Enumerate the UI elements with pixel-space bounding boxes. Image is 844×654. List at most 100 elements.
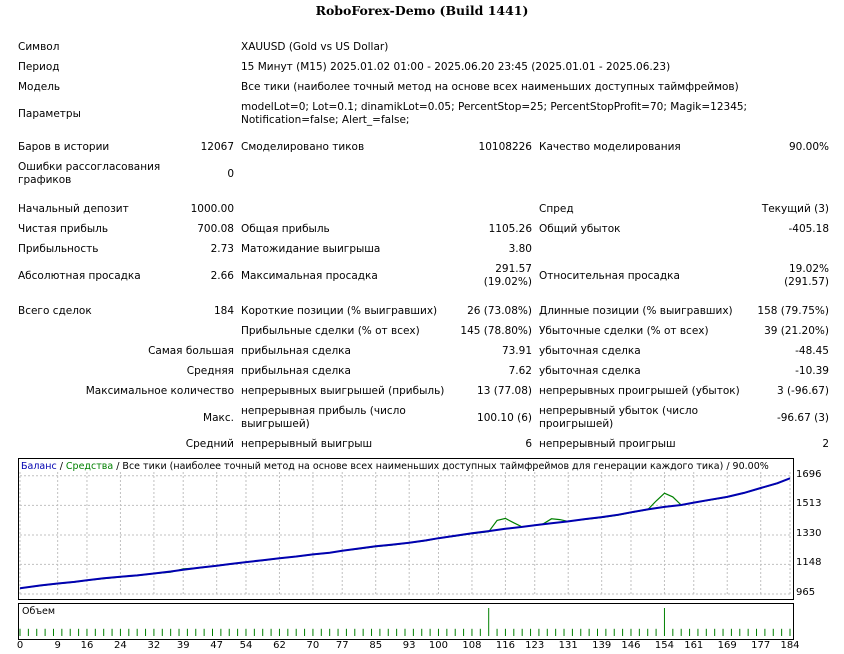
max-cons-wins-label: непрерывных выигрышей (прибыль): [241, 385, 445, 397]
max-cons-profit-value: 100.10 (6): [477, 412, 532, 424]
ticks-label: Смоделировано тиков: [241, 141, 365, 153]
quality-label: Качество моделирования: [539, 141, 681, 153]
x-tick-label: 9: [54, 640, 61, 651]
long-value: 158 (79.75%): [757, 305, 829, 317]
spread-label: Спред: [539, 203, 574, 215]
largest-label: Самая большая: [148, 345, 234, 357]
x-tick-label: 70: [306, 640, 320, 651]
x-tick-label: 108: [462, 640, 482, 651]
gross-profit-label: Общая прибыль: [241, 223, 330, 235]
expected-payoff-value: 3.80: [508, 243, 532, 255]
model-value: Все тики (наиболее точный метод на основ…: [241, 81, 739, 93]
loss-trades-label: Убыточные сделки (% от всех): [539, 325, 709, 337]
legend-sep: /: [56, 461, 66, 472]
x-tick-label: 93: [402, 640, 416, 651]
max-cons-profit-label: непрерывная прибыль (число выигрышей): [241, 405, 406, 430]
abs-dd-label: Абсолютная просадка: [18, 270, 141, 282]
avg-cons-wins-value: 6: [525, 438, 532, 450]
max-count-label: Максимальное количество: [85, 385, 234, 397]
avg-cons-wins-label: непрерывный выигрыш: [241, 438, 373, 450]
x-tick-label: 139: [592, 640, 612, 651]
period-label: Период: [18, 61, 60, 73]
deposit-label: Начальный депозит: [18, 203, 129, 215]
model-label: Модель: [18, 81, 61, 93]
report-title: RoboForex-Demo (Build 1441): [315, 3, 529, 18]
max-dd-value: 291.57 (19.02%): [483, 263, 532, 288]
average-label: Средняя: [186, 365, 234, 377]
average-loss-value: -10.39: [795, 365, 829, 377]
y-tick-label: 965: [796, 587, 816, 598]
gross-loss-label: Общий убыток: [539, 223, 621, 235]
x-tick-label: 184: [780, 640, 800, 651]
largest-loss-label: убыточная сделка: [539, 345, 641, 357]
total-trades-label: Всего сделок: [18, 305, 92, 317]
abs-dd-value: 2.66: [210, 270, 234, 282]
x-tick-label: 123: [525, 640, 545, 651]
x-tick-label: 24: [114, 640, 127, 651]
net-profit-label: Чистая прибыль: [18, 223, 109, 235]
max-cons-wins-value: 13 (77.08): [477, 385, 532, 397]
max-cons-losses-value: 3 (-96.67): [776, 385, 829, 397]
legend-equity: Средства: [65, 461, 114, 472]
x-tick-label: 16: [80, 640, 94, 651]
x-tick-label: 47: [210, 640, 224, 651]
params-label: Параметры: [18, 108, 81, 120]
equity-line: [19, 477, 791, 589]
average-profit-label: прибыльная сделка: [241, 365, 351, 377]
x-tick-label: 0: [16, 640, 24, 651]
deposit-value: 1000.00: [190, 203, 234, 215]
long-label: Длинные позиции (% выигравших): [539, 305, 733, 317]
y-tick-label: 1148: [796, 557, 822, 569]
max-label: Макс.: [203, 412, 234, 424]
short-value: 26 (73.08%): [467, 305, 532, 317]
rel-dd-label: Относительная просадка: [539, 270, 680, 282]
x-tick-label: 169: [717, 640, 737, 651]
legend-rest: / Все тики (наиболее точный метод на осн…: [113, 461, 769, 472]
net-profit-value: 700.08: [197, 223, 234, 235]
profit-factor-value: 2.73: [210, 243, 234, 255]
bars-value: 12067: [200, 141, 234, 153]
x-tick-label: 77: [335, 640, 349, 651]
profit-trades-label: Прибыльные сделки (% от всех): [241, 325, 420, 337]
params-value: modelLot=0; Lot=0.1; dinamikLot=0.05; Pe…: [241, 101, 748, 126]
y-tick-label: 1513: [796, 498, 822, 510]
errors-label: Ошибки рассогласования графиков: [18, 161, 161, 186]
max-cons-loss-value: -96.67 (3): [776, 412, 829, 424]
volume-label: Объем: [22, 606, 56, 617]
avg-cons-losses-value: 2: [822, 438, 829, 450]
average-loss-label: убыточная сделка: [539, 365, 641, 377]
largest-loss-value: -48.45: [795, 345, 829, 357]
x-tick-label: 39: [176, 640, 190, 651]
symbol-value: XAUUSD (Gold vs US Dollar): [241, 41, 389, 53]
max-cons-loss-label: непрерывный убыток (число проигрышей): [539, 405, 699, 430]
gross-loss-value: -405.18: [788, 223, 829, 235]
x-tick-label: 161: [684, 640, 704, 651]
x-tick-label: 131: [558, 640, 578, 651]
profit-trades-value: 145 (78.80%): [460, 325, 532, 337]
errors-value: 0: [227, 168, 234, 180]
x-tick-label: 85: [369, 640, 383, 651]
x-tick-label: 177: [751, 640, 771, 651]
rel-dd-value: 19.02% (291.57): [784, 263, 829, 288]
quality-value: 90.00%: [788, 141, 829, 153]
profit-factor-label: Прибыльность: [18, 243, 99, 255]
expected-payoff-label: Матожидание выигрыша: [241, 243, 381, 255]
ticks-value: 10108226: [478, 141, 532, 153]
legend-balance: Баланс: [21, 461, 57, 472]
y-tick-label: 1696: [796, 468, 822, 480]
balance-line: [19, 477, 791, 590]
largest-profit-label: прибыльная сделка: [241, 345, 351, 357]
chart-header: Баланс / Средства / Все тики (наиболее т…: [21, 461, 769, 472]
max-dd-label: Максимальная просадка: [241, 270, 378, 282]
gross-profit-value: 1105.26: [488, 223, 532, 235]
x-tick-label: 116: [495, 640, 515, 651]
largest-profit-value: 73.91: [501, 345, 532, 357]
symbol-label: Символ: [18, 41, 60, 53]
total-trades-value: 184: [213, 305, 234, 317]
loss-trades-value: 39 (21.20%): [764, 325, 829, 337]
spread-value: Текущий (3): [761, 203, 829, 215]
bars-label: Баров в истории: [18, 141, 110, 153]
short-label: Короткие позиции (% выигравших): [241, 305, 438, 317]
avg-cons-losses-label: непрерывный проигрыш: [539, 438, 676, 450]
